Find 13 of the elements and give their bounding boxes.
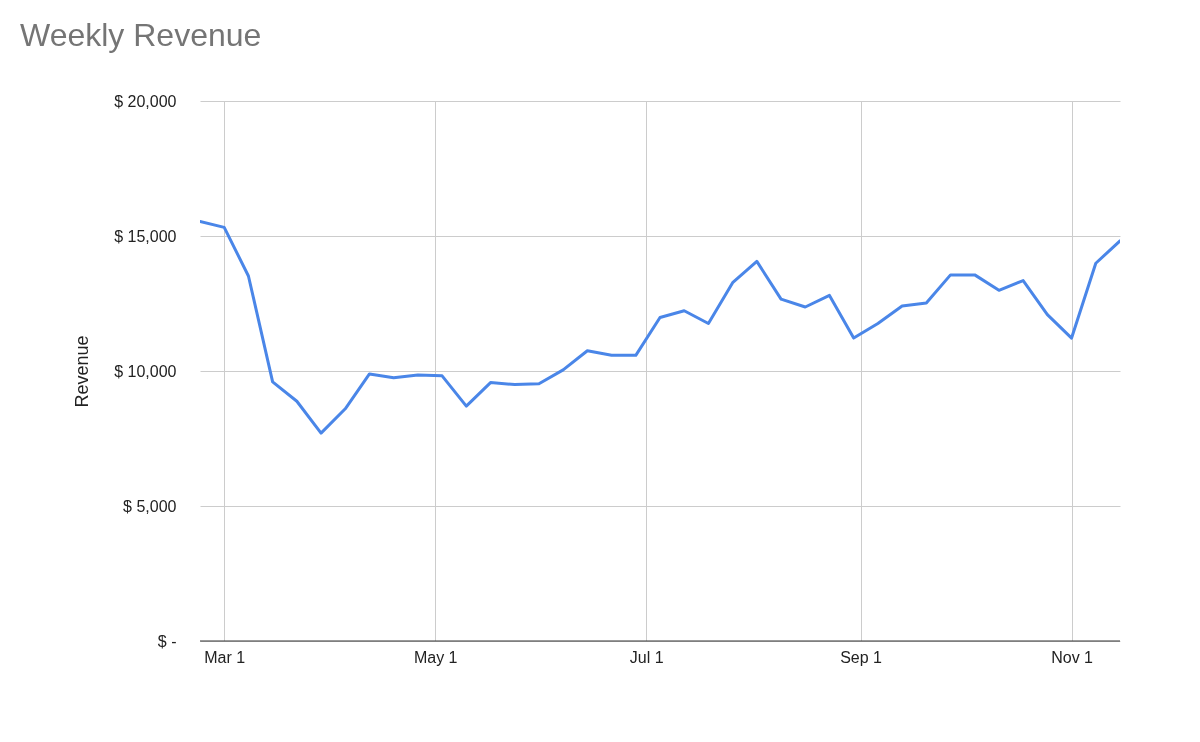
x-tick-label: Nov 1 bbox=[1051, 648, 1094, 666]
line-series bbox=[200, 219, 1120, 435]
y-tick-label: $ 15,000 bbox=[114, 227, 177, 245]
x-tick-label: Jul 1 bbox=[629, 648, 664, 666]
chart-title: Weekly Revenue bbox=[20, 17, 262, 53]
y-axis-title: Revenue bbox=[72, 335, 93, 408]
y-tick-label: $ 20,000 bbox=[114, 92, 177, 110]
x-tick-label: May 1 bbox=[413, 648, 458, 666]
y-tick-label: $ - bbox=[157, 632, 177, 650]
x-tick-label: Sep 1 bbox=[840, 648, 883, 666]
x-tick-label: Mar 1 bbox=[204, 648, 246, 666]
y-tick-label: $ 10,000 bbox=[114, 362, 177, 380]
y-tick-label: $ 5,000 bbox=[123, 497, 177, 515]
